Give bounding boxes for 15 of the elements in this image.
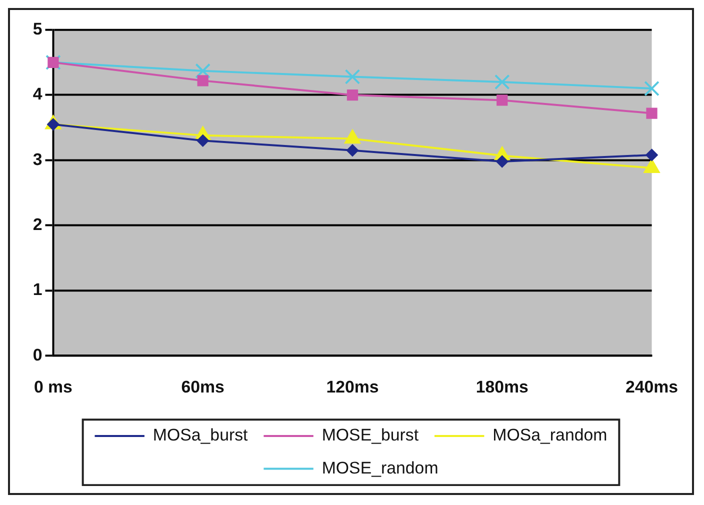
- x-tick-label: 120ms: [326, 377, 379, 396]
- x-tick-label: 240ms: [625, 377, 678, 396]
- y-tick-label: 5: [32, 20, 42, 38]
- x-tick-label: 60ms: [181, 377, 224, 396]
- y-tick-label: 0: [32, 345, 42, 364]
- x-tick-label: 0 ms: [34, 377, 72, 396]
- x-tick-label: 180ms: [476, 377, 528, 396]
- y-tick-label: 1: [32, 280, 42, 300]
- legend-label: MOSa_random: [492, 426, 608, 445]
- y-tick-label: 4: [32, 84, 43, 104]
- y-tick-label: 2: [32, 215, 42, 234]
- legend-label: MOSa_burst: [152, 426, 248, 445]
- legend-label: MOSE_random: [322, 458, 438, 478]
- legend-label: MOSE_burst: [322, 426, 419, 445]
- y-tick-label: 3: [32, 150, 42, 169]
